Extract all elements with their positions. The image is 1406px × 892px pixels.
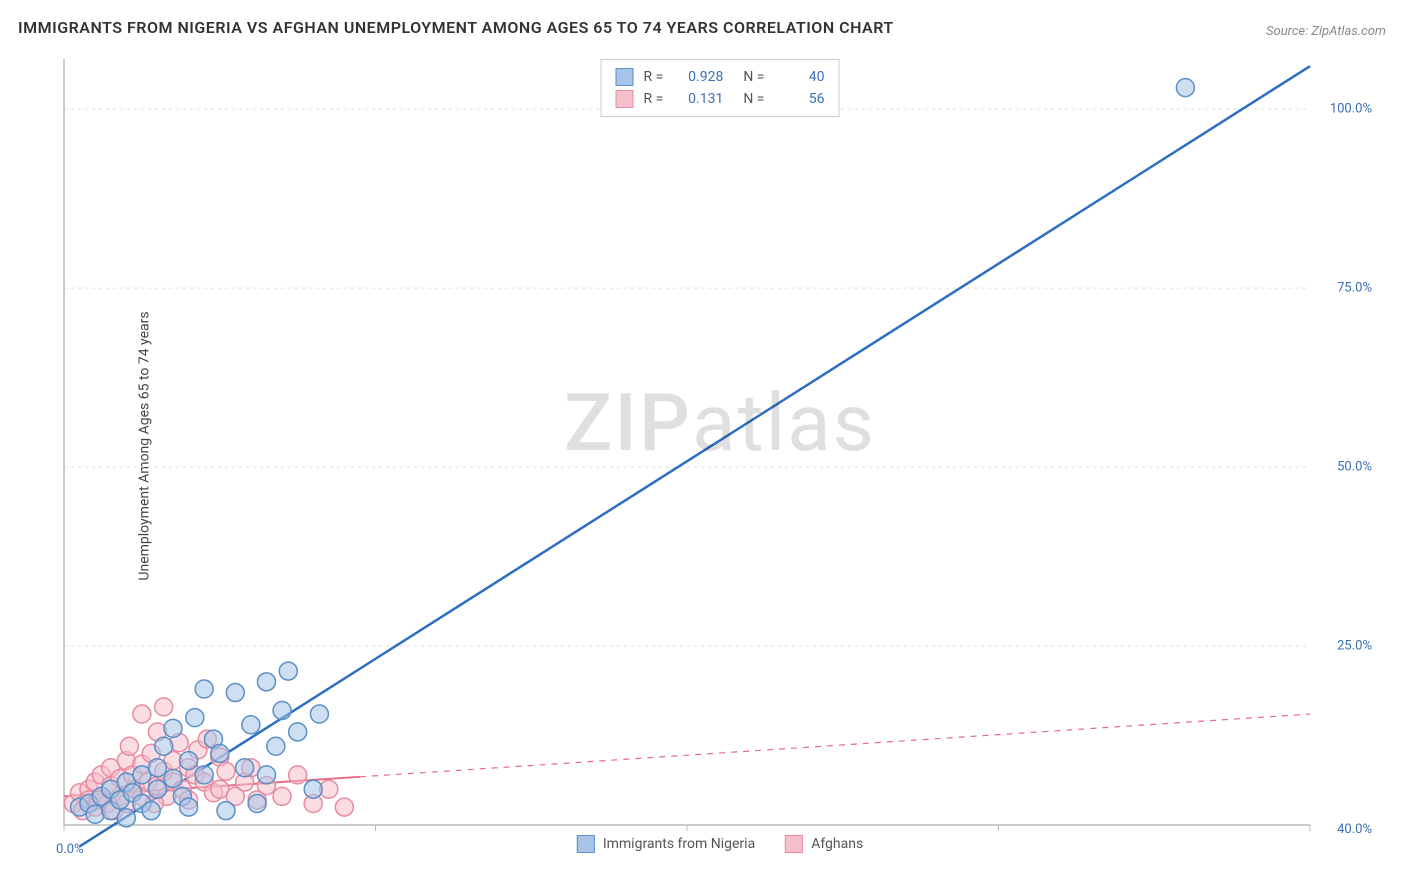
legend-label-afghans: Afghans bbox=[811, 836, 863, 852]
n-value-nigeria: 40 bbox=[774, 69, 824, 85]
scatter-chart bbox=[60, 55, 1380, 855]
plot-area: ZIPatlas R = 0.928 N = 40 R = 0.131 N = … bbox=[60, 55, 1380, 855]
swatch-nigeria bbox=[577, 835, 595, 853]
legend-label-nigeria: Immigrants from Nigeria bbox=[603, 836, 755, 852]
x-axis-max: 40.0% bbox=[1337, 822, 1372, 837]
correlation-legend: R = 0.928 N = 40 R = 0.131 N = 56 bbox=[601, 59, 840, 117]
y-tick-label: 100.0% bbox=[1330, 102, 1372, 117]
n-label: N = bbox=[743, 69, 764, 85]
r-value-afghans: 0.131 bbox=[673, 91, 723, 107]
legend-item-nigeria: Immigrants from Nigeria bbox=[577, 835, 755, 853]
swatch-afghans bbox=[785, 835, 803, 853]
x-axis-origin: 0.0% bbox=[56, 842, 84, 857]
swatch-nigeria bbox=[616, 68, 634, 86]
series-legend: Immigrants from Nigeria Afghans bbox=[577, 835, 863, 853]
r-label: R = bbox=[644, 91, 664, 107]
n-value-afghans: 56 bbox=[774, 91, 824, 107]
y-tick-label: 25.0% bbox=[1337, 639, 1372, 654]
n-label: N = bbox=[743, 91, 764, 107]
source-attribution: Source: ZipAtlas.com bbox=[1266, 24, 1386, 39]
r-label: R = bbox=[644, 69, 664, 85]
chart-title: IMMIGRANTS FROM NIGERIA VS AFGHAN UNEMPL… bbox=[18, 18, 894, 37]
swatch-afghans bbox=[616, 90, 634, 108]
legend-item-afghans: Afghans bbox=[785, 835, 863, 853]
y-tick-label: 75.0% bbox=[1337, 281, 1372, 296]
y-tick-label: 50.0% bbox=[1337, 460, 1372, 475]
r-value-nigeria: 0.928 bbox=[673, 69, 723, 85]
legend-row-afghans: R = 0.131 N = 56 bbox=[616, 88, 825, 110]
legend-row-nigeria: R = 0.928 N = 40 bbox=[616, 66, 825, 88]
